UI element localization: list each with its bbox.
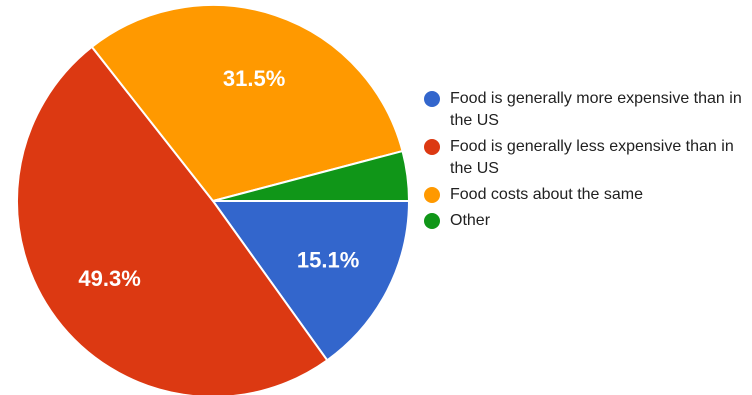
legend-item-more-expensive[interactable]: Food is generally more expensive than in… [424, 88, 750, 132]
legend-label-about-same: Food costs about the same [450, 186, 643, 203]
pie-label-less-expensive: 49.3% [78, 266, 140, 291]
pie-slice-other[interactable] [212, 149, 411, 202]
legend-label-more-expensive: Food is generally more expensive than in… [450, 90, 742, 129]
legend-swatch-about-same [424, 187, 440, 203]
legend-swatch-less-expensive [424, 139, 440, 155]
legend-swatch-other [424, 213, 440, 229]
pie-slice-about-same[interactable] [90, 4, 404, 203]
pie-percent-labels: 15.1% 49.3% 31.5% [78, 66, 359, 291]
legend-item-less-expensive[interactable]: Food is generally less expensive than in… [424, 136, 750, 180]
pie-slice-more-expensive[interactable] [211, 200, 411, 362]
legend-item-other[interactable]: Other [424, 210, 750, 232]
legend-label-other: Other [450, 212, 491, 229]
legend-swatch-more-expensive [424, 91, 440, 107]
pie-chart: 15.1% 49.3% 31.5% [16, 4, 411, 395]
pie-slices [16, 4, 411, 395]
pie-label-about-same: 31.5% [223, 66, 285, 91]
chart-legend: Food is generally more expensive than in… [424, 88, 750, 236]
legend-label-less-expensive: Food is generally less expensive than in… [450, 138, 734, 177]
pie-label-more-expensive: 15.1% [297, 248, 359, 273]
legend-item-about-same[interactable]: Food costs about the same [424, 184, 750, 206]
pie-slice-less-expensive[interactable] [16, 45, 329, 395]
